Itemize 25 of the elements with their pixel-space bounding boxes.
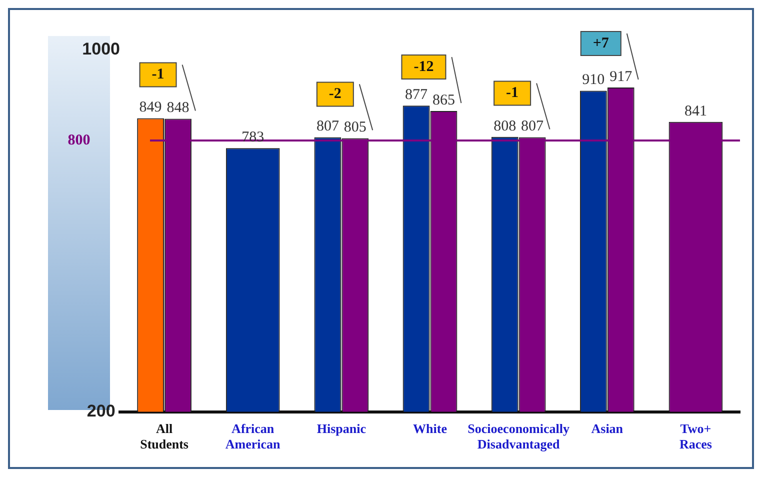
annotation: -1 — [506, 85, 519, 102]
annotation: +7 — [592, 35, 610, 52]
annotation: -2 — [328, 86, 342, 102]
y-tick-label: 1000 — [82, 40, 120, 59]
x-tick-label: Asian — [591, 420, 624, 436]
data-label: 917 — [610, 68, 633, 85]
annotation: -1 — [152, 66, 164, 83]
x-tick-label: African American — [225, 420, 282, 452]
x-tick-label: Hispanic — [316, 420, 366, 436]
data-label: 865 — [432, 92, 455, 108]
data-label: 848 — [166, 100, 190, 116]
data-label: 849 — [139, 100, 162, 116]
annotation: -12 — [414, 58, 434, 75]
data-label: 807 — [316, 118, 340, 135]
data-label: 841 — [684, 103, 707, 120]
x-tick-label: White — [413, 420, 448, 436]
data-label: 808 — [494, 118, 516, 134]
data-label: 805 — [344, 120, 366, 136]
data-label: 877 — [405, 87, 428, 104]
data-label: 910 — [582, 72, 605, 88]
x-tick-label: All Students — [140, 420, 188, 452]
ref-line-label: 800 — [68, 132, 90, 148]
data-label: 807 — [521, 118, 544, 135]
x-tick-label: Socioeconomically Disadvantaged — [468, 420, 570, 452]
x-tick-label: Two+ Races — [679, 420, 712, 452]
